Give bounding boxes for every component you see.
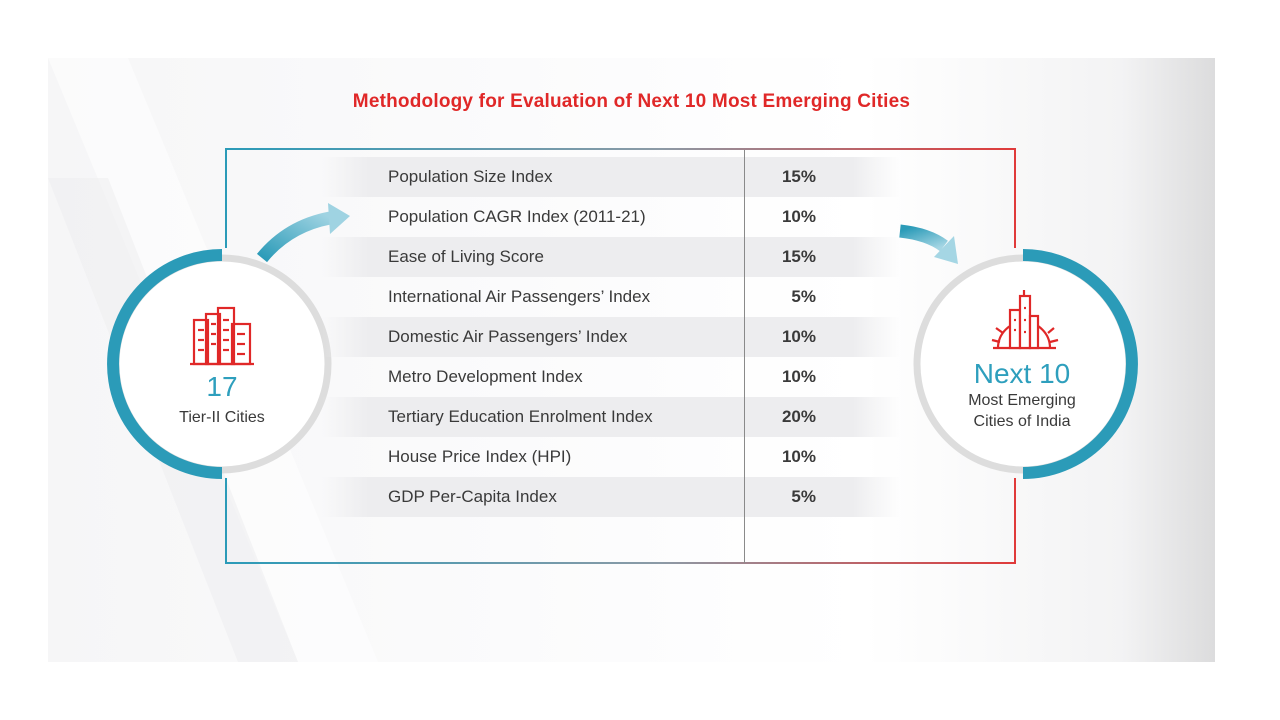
criteria-weight: 15%	[781, 247, 816, 266]
criteria-label: House Price Index (HPI)	[388, 447, 572, 466]
criteria-row: Domestic Air Passengers’ Index 10%	[322, 317, 899, 357]
criteria-weight: 10%	[781, 207, 816, 226]
criteria-row: Tertiary Education Enrolment Index 20%	[322, 397, 899, 437]
criteria-label: Domestic Air Passengers’ Index	[388, 327, 628, 346]
criteria-table: Population Size Index 15% Population CAGR …	[322, 150, 899, 563]
arrow-to-criteria-icon	[256, 203, 350, 263]
criteria-weight: 5%	[791, 287, 816, 306]
result-caption-line2: Cities of India	[973, 413, 1071, 430]
criteria-weight: 10%	[781, 367, 816, 386]
criteria-row: House Price Index (HPI) 10%	[322, 437, 899, 477]
criteria-label: Metro Development Index	[388, 367, 583, 386]
criteria-label: Population CAGR Index (2011-21)	[388, 207, 646, 226]
criteria-weight: 5%	[791, 487, 816, 506]
criteria-label: GDP Per-Capita Index	[388, 487, 557, 506]
criteria-row: Population Size Index 15%	[322, 157, 899, 197]
frame-border	[225, 148, 1016, 564]
process-diagram	[107, 148, 1138, 564]
slide: Methodology for Evaluation of Next 10 Mo…	[48, 58, 1215, 662]
criteria-weight: 10%	[781, 447, 816, 466]
source-caption: Tier-II Cities	[179, 409, 265, 426]
arrow-to-result-icon	[899, 224, 958, 264]
row-band	[322, 237, 899, 277]
row-band	[322, 397, 899, 437]
result-caption-line1: Most Emerging	[968, 392, 1076, 409]
right-circle	[913, 249, 1138, 479]
row-band	[322, 477, 899, 517]
criteria-row: Metro Development Index 10%	[322, 357, 899, 397]
result-caption: Most Emerging Cities of India	[922, 390, 1122, 432]
criteria-label: Ease of Living Score	[388, 247, 544, 266]
criteria-label: International Air Passengers’ Index	[388, 287, 651, 306]
criteria-row: Population CAGR Index (2011-21) 10%	[322, 197, 899, 237]
criteria-row: Ease of Living Score 15%	[322, 237, 899, 277]
criteria-row: GDP Per-Capita Index 5%	[322, 477, 899, 517]
city-skyline-sun-icon	[991, 290, 1059, 350]
row-band	[322, 317, 899, 357]
source-city-count: 17	[206, 371, 238, 402]
row-band	[322, 157, 899, 197]
city-buildings-icon	[190, 306, 254, 366]
criteria-weight: 10%	[781, 327, 816, 346]
result-heading: Next 10	[973, 358, 1071, 389]
page-title: Methodology for Evaluation of Next 10 Mo…	[352, 91, 911, 112]
criteria-label: Population Size Index	[388, 167, 553, 186]
criteria-weight: 20%	[781, 407, 816, 426]
criteria-row: International Air Passengers’ Index 5%	[322, 277, 899, 317]
criteria-weight: 15%	[781, 167, 816, 186]
criteria-label: Tertiary Education Enrolment Index	[388, 407, 653, 426]
table-divider	[744, 150, 745, 563]
